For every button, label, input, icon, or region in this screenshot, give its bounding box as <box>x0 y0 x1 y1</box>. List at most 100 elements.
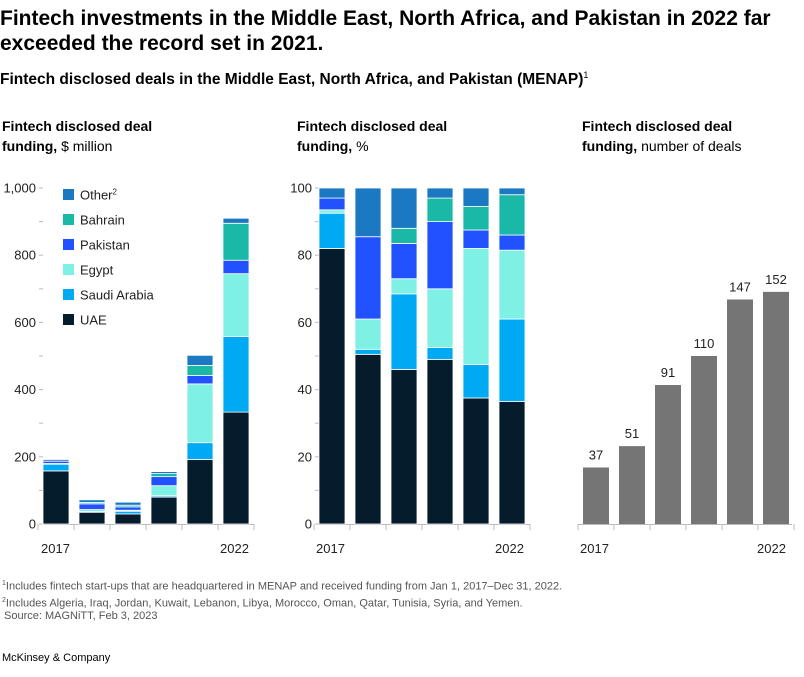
bar-segment-other <box>186 354 214 366</box>
panel-label-deals: Fintech disclosed deal funding, number o… <box>582 116 772 156</box>
x-category-label: 2017 <box>316 541 345 556</box>
chart-subtitle: Fintech disclosed deals in the Middle Ea… <box>0 70 588 89</box>
bar-segment-pakistan <box>150 476 178 487</box>
bar-segment-pakistan <box>318 197 346 211</box>
bar-segment-bahrain <box>222 222 250 261</box>
bar-segment-other <box>222 217 250 224</box>
bar-segment-other <box>114 501 142 506</box>
bar-segment-other <box>42 459 70 462</box>
bar-segment-other <box>150 471 178 475</box>
bar-segment-uae <box>186 459 214 525</box>
bar-segment-pakistan <box>114 506 142 511</box>
bar-segment-saudi-arabia <box>42 463 70 472</box>
panel-label-bold: Fintech disclosed deal funding, <box>297 118 448 154</box>
panel-label-unit: % <box>352 138 369 154</box>
bar-segment-egypt <box>498 249 526 320</box>
bar-segment-egypt <box>222 273 250 337</box>
bar-segment-egypt <box>318 209 346 214</box>
panel-label-unit: number of deals <box>637 138 742 154</box>
bar-segment-other <box>390 187 418 229</box>
bar-segment-pakistan <box>498 234 526 251</box>
deals-bar <box>655 385 681 524</box>
bar-segment-pakistan <box>222 259 250 275</box>
bar-segment-uae <box>150 496 178 525</box>
legend-label-bahrain: Bahrain <box>80 213 125 228</box>
deals-bar-label: 51 <box>625 426 639 441</box>
bar-segment-saudi-arabia <box>318 212 346 249</box>
panel-label-percent: Fintech disclosed deal funding, % <box>297 116 482 156</box>
bar-segment-other <box>498 187 526 196</box>
footnote-1: 1Includes fintech start-ups that are hea… <box>2 580 563 593</box>
bar-segment-other <box>426 187 454 199</box>
y-tick-label: 200 <box>14 449 36 464</box>
y-tick-label: 800 <box>14 248 36 263</box>
bar-segment-egypt <box>462 248 490 365</box>
y-tick-label: 40 <box>298 382 312 397</box>
y-tick-label: 0 <box>29 517 36 532</box>
deals-bar-label: 37 <box>589 447 603 462</box>
y-tick-label: 0 <box>305 517 312 532</box>
legend-swatch-pakistan <box>63 239 74 250</box>
subtitle-footnote-marker: 1 <box>583 70 589 80</box>
bar-segment-bahrain <box>186 365 214 376</box>
deals-bar <box>727 299 753 524</box>
deals-bar <box>763 291 789 524</box>
deals-bar-label: 152 <box>765 272 787 287</box>
brand-logo-text: McKinsey & Company <box>2 652 111 664</box>
source-note: Source: MAGNiTT, Feb 3, 2023 <box>4 610 158 623</box>
bar-segment-pakistan <box>186 375 214 385</box>
footnote-2: 2Includes Algeria, Iraq, Jordan, Kuwait,… <box>2 596 523 610</box>
bar-segment-saudi-arabia <box>186 442 214 460</box>
bar-segment-egypt <box>186 383 214 444</box>
bar-segment-saudi-arabia <box>222 336 250 413</box>
bar-segment-bahrain <box>462 206 490 231</box>
panel-label-bold: Fintech disclosed deal funding, <box>2 118 153 154</box>
panel-label-unit: $ million <box>57 138 113 154</box>
legend-label-pakistan: Pakistan <box>80 238 130 253</box>
legend-swatch-egypt <box>63 264 74 275</box>
bar-segment-saudi-arabia <box>462 363 490 399</box>
x-category-label: 2017 <box>41 541 70 556</box>
bar-segment-uae <box>318 248 346 525</box>
bar-segment-egypt <box>390 278 418 295</box>
bar-segment-egypt <box>426 288 454 348</box>
deals-bar <box>583 467 609 524</box>
bar-segment-saudi-arabia <box>114 510 142 515</box>
bar-segment-bahrain <box>498 194 526 236</box>
bar-segment-egypt <box>150 485 178 497</box>
deals-bar-label: 147 <box>729 279 751 294</box>
deals-bar-label: 110 <box>694 336 715 351</box>
panel-label-bold: Fintech disclosed deal funding, <box>582 118 733 154</box>
bar-segment-egypt <box>354 318 382 350</box>
panel-label-millions: Fintech disclosed deal funding, $ millio… <box>2 116 187 156</box>
bar-segment-pakistan <box>426 221 454 290</box>
bar-segment-saudi-arabia <box>390 293 418 370</box>
legend-swatch-bahrain <box>63 214 74 225</box>
y-tick-label: 80 <box>298 248 312 263</box>
y-tick-label: 100 <box>290 181 312 196</box>
bar-segment-uae <box>222 411 250 525</box>
legend-swatch-uae <box>63 314 74 325</box>
y-tick-label: 20 <box>298 449 312 464</box>
bar-segment-pakistan <box>354 236 382 320</box>
legend-label-saudi-arabia: Saudi Arabia <box>80 288 154 303</box>
footnotes: 1Includes fintech start-ups that are hea… <box>2 577 562 623</box>
bar-segment-other <box>354 187 382 238</box>
bar-segment-uae <box>114 513 142 525</box>
bar-segment-bahrain <box>390 227 418 244</box>
legend-swatch-other <box>63 189 74 200</box>
bar-segment-uae <box>462 397 490 525</box>
bar-segment-uae <box>426 358 454 525</box>
bar-segment-saudi-arabia <box>426 347 454 360</box>
bar-segment-pakistan <box>78 503 106 510</box>
y-tick-label: 60 <box>298 315 312 330</box>
y-tick-label: 400 <box>14 382 36 397</box>
chart-title: Fintech investments in the Middle East, … <box>0 7 771 55</box>
bar-segment-other <box>462 187 490 207</box>
deals-bar <box>619 446 645 524</box>
bar-segment-uae <box>78 511 106 525</box>
bar-segment-pakistan <box>390 243 418 280</box>
legend-label-uae: UAE <box>80 313 107 328</box>
bar-segment-bahrain <box>150 473 178 478</box>
